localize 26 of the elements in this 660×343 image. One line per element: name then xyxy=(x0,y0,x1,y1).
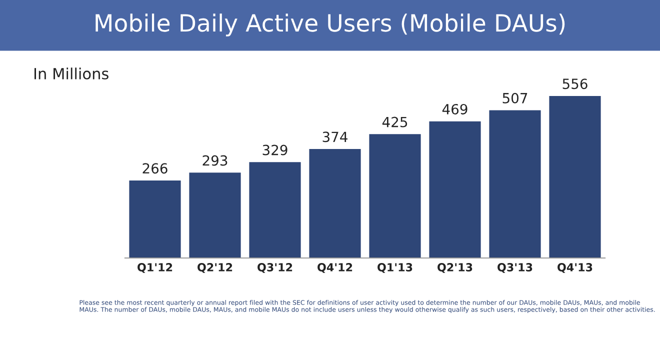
bar xyxy=(129,180,181,258)
data-label: 507 xyxy=(502,92,528,104)
chart-title: Mobile Daily Active Users (Mobile DAUs) xyxy=(96,14,565,36)
x-tick-label: Q2'12 xyxy=(198,263,232,273)
x-tick-label: Q4'12 xyxy=(318,263,352,273)
x-tick-label: Q3'12 xyxy=(258,263,292,273)
x-tick-label: Q3'13 xyxy=(498,263,532,273)
bar xyxy=(369,134,421,258)
bar xyxy=(249,162,301,258)
data-label: 374 xyxy=(322,132,348,142)
bar xyxy=(549,96,601,258)
bar xyxy=(429,121,481,258)
bar xyxy=(189,172,241,258)
data-label: 556 xyxy=(562,78,588,90)
x-tick-label: Q1'13 xyxy=(378,263,412,273)
data-label: 469 xyxy=(442,104,468,114)
x-tick-label: Q2'13 xyxy=(438,263,472,273)
bar xyxy=(309,149,361,258)
x-tick-label: Q4'13 xyxy=(558,263,592,273)
chart-subtitle: In Millions xyxy=(34,68,108,80)
data-label: 266 xyxy=(142,163,168,174)
data-label: 293 xyxy=(202,155,228,166)
data-label: 425 xyxy=(382,116,408,128)
data-label: 329 xyxy=(262,144,288,156)
bar xyxy=(489,110,541,258)
x-tick-label: Q1'12 xyxy=(138,263,172,273)
